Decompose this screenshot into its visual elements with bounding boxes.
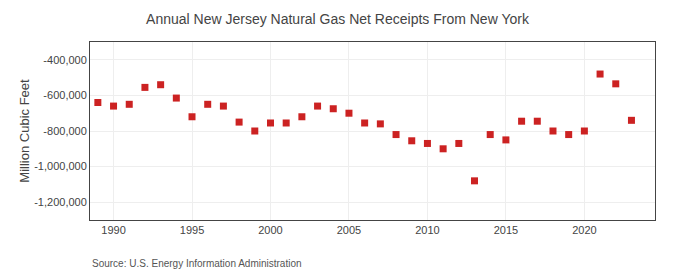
- svg-text:-1,000,000: -1,000,000: [34, 160, 87, 172]
- svg-text:1995: 1995: [180, 224, 204, 236]
- svg-text:-1,200,000: -1,200,000: [34, 196, 87, 208]
- svg-text:1990: 1990: [101, 224, 125, 236]
- svg-text:2000: 2000: [258, 224, 282, 236]
- svg-text:2010: 2010: [415, 224, 439, 236]
- svg-text:-600,000: -600,000: [43, 89, 86, 101]
- svg-text:2005: 2005: [337, 224, 361, 236]
- svg-text:Annual New Jersey Natural Gas: Annual New Jersey Natural Gas Net Receip…: [146, 11, 530, 27]
- svg-text:-400,000: -400,000: [43, 54, 86, 66]
- svg-text:2015: 2015: [494, 224, 518, 236]
- svg-text:Million Cubic Feet: Million Cubic Feet: [17, 79, 32, 183]
- svg-text:2020: 2020: [572, 224, 596, 236]
- svg-text:Source: U.S. Energy Informatio: Source: U.S. Energy Information Administ…: [92, 258, 302, 269]
- svg-text:-800,000: -800,000: [43, 125, 86, 137]
